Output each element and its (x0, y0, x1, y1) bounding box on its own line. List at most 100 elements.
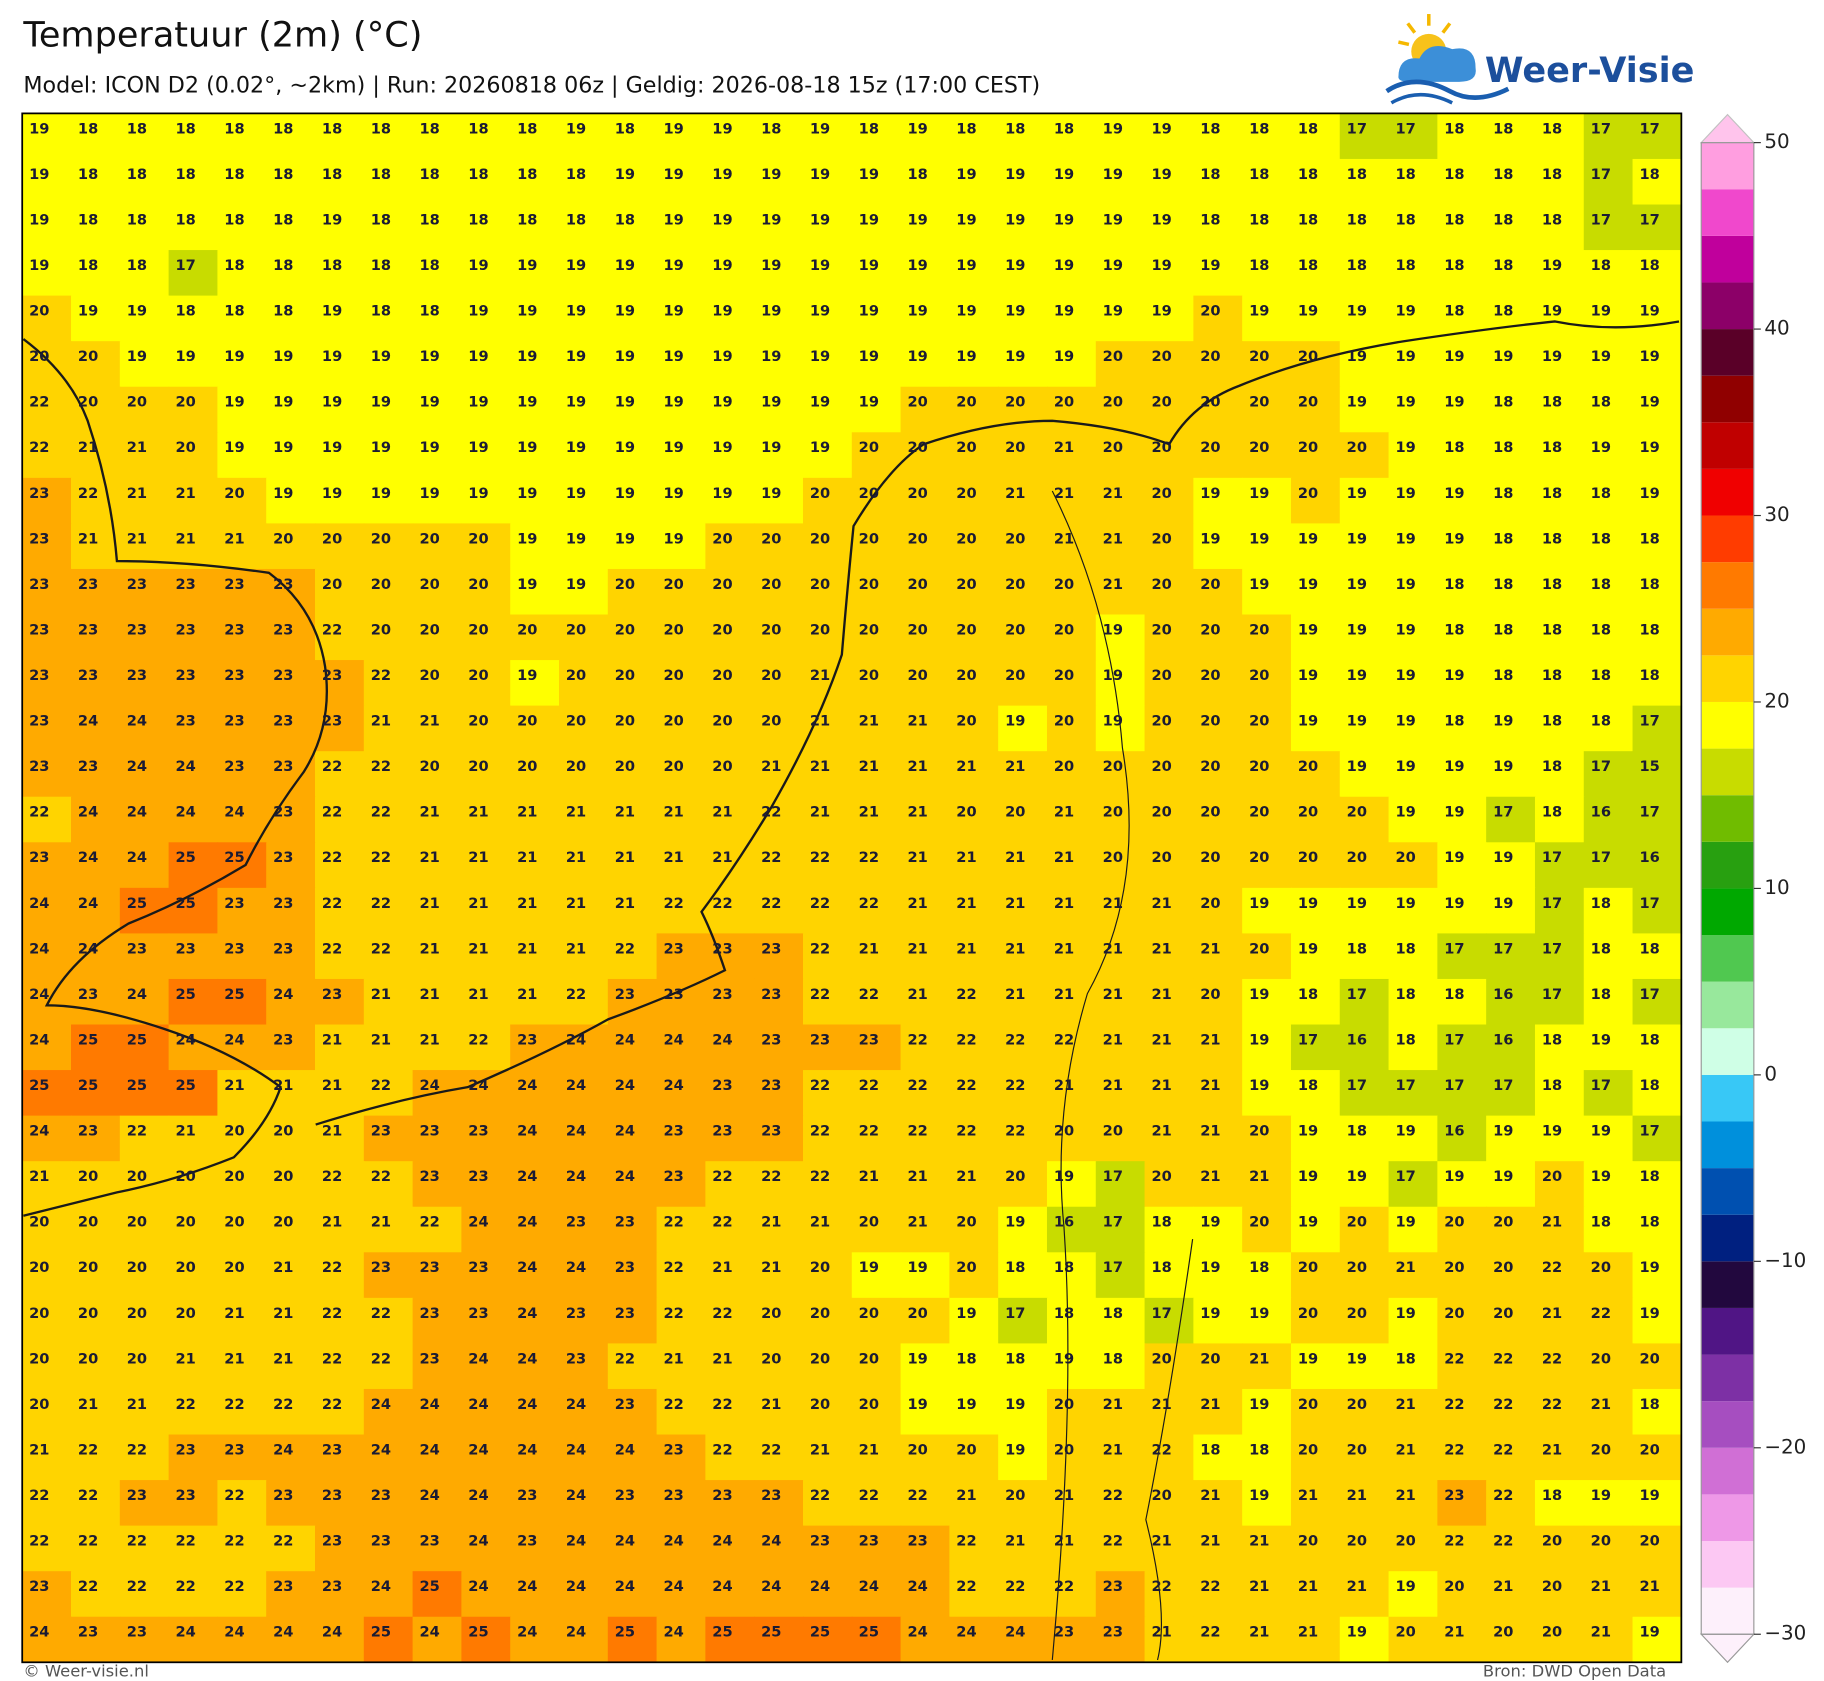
temperature-label: 18 (371, 211, 391, 228)
temperature-label: 24 (224, 1624, 244, 1641)
temperature-cell (1339, 432, 1390, 479)
temperature-cell (510, 477, 560, 525)
temperature-label: 23 (322, 1578, 342, 1595)
temperature-cell (461, 614, 511, 661)
temperature-label: 18 (1444, 986, 1464, 1003)
temperature-label: 24 (420, 1077, 440, 1094)
temperature-label: 25 (127, 895, 147, 912)
temperature-label: 21 (273, 1350, 293, 1367)
temperature-label: 24 (956, 1624, 976, 1641)
temperature-label: 19 (371, 394, 391, 411)
temperature-label: 19 (615, 257, 635, 274)
temperature-label: 18 (1395, 211, 1415, 228)
temperature-label: 20 (1151, 394, 1171, 411)
temperature-label: 19 (761, 485, 781, 502)
temperature-cell (851, 341, 902, 388)
temperature-label: 20 (29, 1305, 49, 1322)
temperature-cell (315, 204, 365, 251)
temperature-cell (607, 341, 658, 388)
temperature-cell (1486, 477, 1536, 525)
temperature-cell (558, 341, 609, 388)
temperature-cell (363, 250, 414, 297)
colorbar-tick-label: 20 (1764, 689, 1789, 712)
temperature-label: 23 (761, 1487, 781, 1504)
temperature-cell (656, 568, 707, 616)
temperature-label: 19 (322, 485, 342, 502)
temperature-label: 19 (1395, 530, 1415, 547)
temperature-cell (266, 113, 316, 160)
temperature-cell (802, 568, 853, 616)
temperature-label: 24 (78, 849, 98, 866)
temperature-label: 23 (859, 1031, 879, 1048)
temperature-label: 19 (1200, 485, 1220, 502)
temperature-cell (1534, 295, 1585, 342)
temperature-cell (949, 158, 999, 206)
temperature-label: 20 (468, 576, 488, 593)
temperature-label: 20 (273, 530, 293, 547)
temperature-label: 24 (78, 713, 98, 730)
temperature-label: 21 (615, 849, 635, 866)
temperature-label: 24 (615, 1168, 635, 1185)
temperature-label: 21 (907, 1214, 927, 1231)
temperature-cell (949, 204, 999, 251)
temperature-cell (1388, 568, 1439, 616)
temperature-label: 24 (224, 1031, 244, 1048)
temperature-label: 25 (127, 1031, 147, 1048)
temperature-label: 21 (1103, 485, 1123, 502)
temperature-label: 19 (1005, 1214, 1025, 1231)
temperature-cell (1486, 158, 1536, 206)
temperature-cell (1242, 477, 1292, 525)
temperature-label: 19 (1005, 211, 1025, 228)
temperature-cell (22, 386, 72, 433)
temperature-label: 23 (176, 940, 196, 957)
temperature-cell (1095, 614, 1146, 661)
temperature-label: 18 (1591, 713, 1611, 730)
temperature-label: 23 (273, 940, 293, 957)
temperature-cell (558, 386, 609, 433)
temperature-cell (1046, 204, 1097, 251)
temperature-label: 19 (468, 439, 488, 456)
temperature-label: 20 (1103, 849, 1123, 866)
temperature-label: 24 (566, 1259, 586, 1276)
temperature-label: 22 (322, 1305, 342, 1322)
colorbar-band (1701, 562, 1754, 609)
temperature-label: 21 (1054, 895, 1074, 912)
temperature-label: 20 (1200, 667, 1220, 684)
temperature-cell (1046, 113, 1097, 160)
temperature-cell (1242, 295, 1292, 342)
temperature-label: 17 (1591, 211, 1611, 228)
temperature-label: 21 (1151, 1624, 1171, 1641)
temperature-label: 21 (859, 804, 879, 821)
temperature-label: 24 (29, 940, 49, 957)
temperature-cell (851, 386, 902, 433)
temperature-label: 18 (1493, 120, 1513, 137)
temperature-label: 23 (29, 485, 49, 502)
temperature-label: 19 (956, 257, 976, 274)
temperature-label: 20 (1200, 895, 1220, 912)
colorbar-band (1701, 1074, 1754, 1122)
temperature-label: 21 (273, 1077, 293, 1094)
temperature-label: 21 (1395, 1487, 1415, 1504)
temperature-label: 22 (78, 1533, 98, 1550)
temperature-cell (558, 523, 609, 570)
temperature-label: 24 (517, 1578, 537, 1595)
temperature-label: 19 (1005, 166, 1025, 183)
temperature-label: 19 (615, 166, 635, 183)
temperature-label: 20 (1347, 1259, 1367, 1276)
temperature-label: 20 (1298, 1396, 1318, 1413)
temperature-label: 17 (1395, 120, 1415, 137)
temperature-label: 19 (322, 303, 342, 320)
temperature-label: 17 (1493, 804, 1513, 821)
temperature-label: 18 (1444, 166, 1464, 183)
temperature-label: 20 (1151, 713, 1171, 730)
temperature-label: 23 (224, 940, 244, 957)
temperature-label: 23 (273, 804, 293, 821)
temperature-label: 18 (1103, 1305, 1123, 1322)
footer-source: Bron: DWD Open Data (1483, 1661, 1666, 1680)
temperature-label: 19 (956, 348, 976, 365)
temperature-label: 19 (1639, 1305, 1659, 1322)
temperature-label: 19 (1542, 1123, 1562, 1140)
temperature-label: 18 (322, 257, 342, 274)
temperature-label: 19 (1054, 303, 1074, 320)
temperature-label: 20 (176, 1305, 196, 1322)
